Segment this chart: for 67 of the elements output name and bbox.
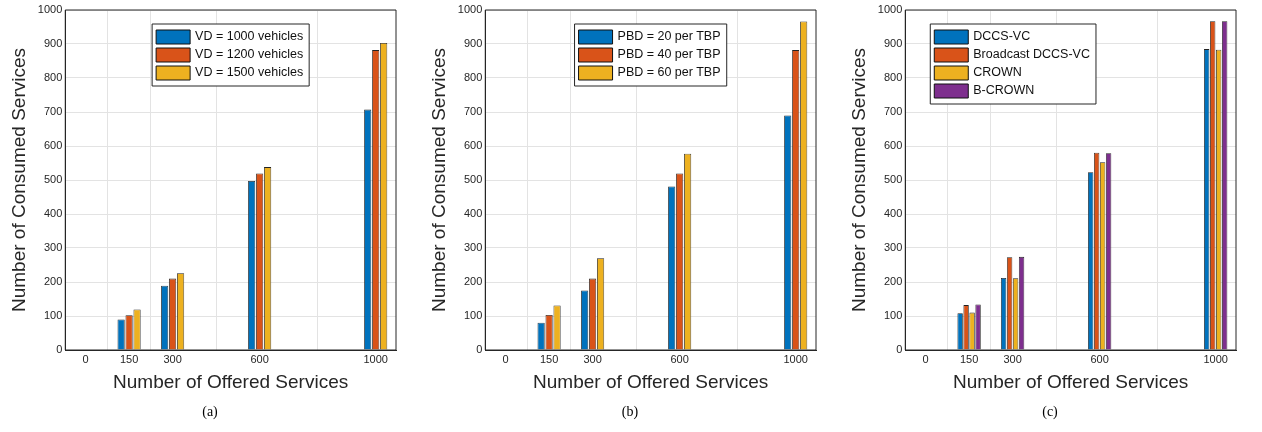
x-tick-label: 1000 [783,352,808,365]
y-tick-label: 700 [463,105,483,118]
y-tick-label: 500 [463,173,483,186]
y-tick-label: 1000 [877,3,903,16]
y-axis-title: Number of Consumed Services [847,48,869,312]
x-tick-label: 600 [670,352,689,365]
x-tick-label: 150 [959,352,979,365]
y-tick-label: 800 [883,71,903,84]
x-tick-label: 0 [502,352,509,365]
legend-label: CROWN [973,65,1022,80]
x-tick-label: 0 [82,352,89,365]
y-tick-label: 200 [43,275,63,288]
x-tick-label: 300 [1003,352,1022,365]
y-tick-label: 600 [463,139,483,152]
y-tick-label: 900 [463,37,483,50]
y-tick-label: 600 [43,139,63,152]
y-tick-label: 300 [463,241,483,254]
y-tick-label: 300 [883,241,903,254]
legend-label: VD = 1000 vehicles [195,29,304,44]
x-axis-title: Number of Offered Services [953,370,1189,392]
y-tick-label: 400 [463,207,483,220]
y-tick-label: 400 [43,207,63,220]
y-tick-label: 600 [883,139,903,152]
y-tick-label: 800 [43,71,63,84]
x-tick-label: 1000 [363,352,388,365]
y-tick-label: 200 [883,275,903,288]
y-tick-label: 200 [463,275,483,288]
y-tick-label: 400 [883,207,903,220]
text: (a) [201,404,219,420]
x-axis-title: Number of Offered Services [533,370,769,392]
y-tick-label: 1000 [37,3,63,16]
legend-label: DCCS-VC [973,29,1031,44]
legend-label: VD = 1500 vehicles [195,65,304,80]
y-tick-label: 100 [883,309,903,322]
x-tick-label: 300 [163,352,182,365]
x-tick-label: 1000 [1203,352,1228,365]
y-axis-title: Number of Consumed Services [7,48,29,312]
y-tick-label: 900 [43,37,63,50]
x-axis-title: Number of Offered Services [113,370,349,392]
y-tick-label: 100 [43,309,63,322]
legend-label: VD = 1200 vehicles [195,47,304,62]
x-tick-label: 600 [1090,352,1109,365]
y-tick-label: 0 [476,343,483,356]
y-tick-label: 700 [43,105,63,118]
legend-label: PBD = 20 per TBP [617,29,721,44]
y-tick-label: 900 [883,37,903,50]
y-axis-title: Number of Consumed Services [427,48,449,312]
text: (c) [1041,404,1059,420]
legend-label: Broadcast DCCS-VC [973,47,1090,62]
y-tick-label: 1000 [457,3,483,16]
legend-label: PBD = 60 per TBP [617,65,721,80]
y-tick-label: 800 [463,71,483,84]
y-tick-label: 0 [896,343,903,356]
y-tick-label: 500 [43,173,63,186]
text: (b) [620,404,640,420]
y-tick-label: 300 [43,241,63,254]
y-tick-label: 700 [883,105,903,118]
x-tick-label: 150 [539,352,559,365]
x-tick-label: 600 [250,352,269,365]
legend-label: PBD = 40 per TBP [617,47,721,62]
legend-label: B-CROWN [973,83,1035,98]
x-tick-label: 300 [583,352,602,365]
x-tick-label: 0 [922,352,929,365]
y-tick-label: 100 [463,309,483,322]
y-tick-label: 500 [883,173,903,186]
x-tick-label: 150 [119,352,139,365]
y-tick-label: 0 [56,343,63,356]
